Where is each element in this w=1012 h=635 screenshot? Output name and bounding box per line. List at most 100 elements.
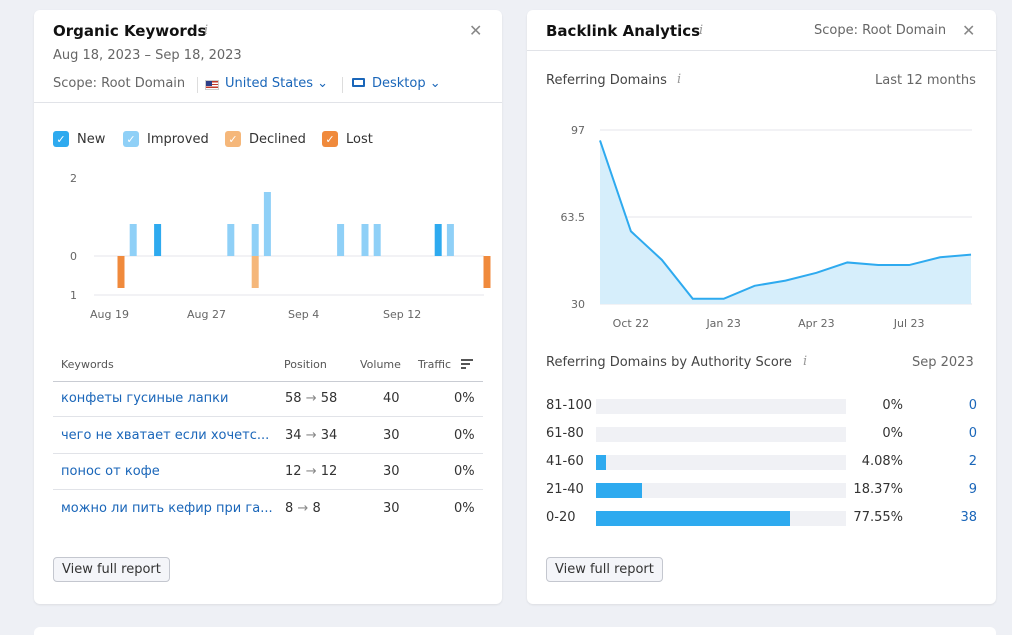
legend-lost[interactable]: ✓ Lost [322, 131, 373, 147]
arrow-right-icon: → [305, 427, 317, 443]
authority-row: 0-20 77.55% 38 [527, 510, 996, 530]
bar-new[interactable] [434, 224, 442, 256]
info-icon[interactable]: i [699, 23, 704, 38]
legend-declined[interactable]: ✓ Declined [225, 131, 306, 147]
traffic-value: 0% [454, 500, 475, 516]
separator [197, 77, 198, 93]
authority-period: Sep 2023 [912, 355, 974, 370]
info-icon[interactable]: i [204, 23, 209, 38]
card-title: Organic Keywords [53, 22, 207, 40]
arrow-right-icon: → [297, 500, 309, 516]
divider [527, 50, 996, 51]
position-to: 8 [312, 500, 321, 516]
bar-declined[interactable] [251, 256, 259, 288]
next-card-edge [34, 627, 996, 635]
bar-improved[interactable] [373, 224, 381, 256]
bar-new[interactable] [154, 224, 162, 256]
authority-row: 81-100 0% 0 [527, 398, 996, 418]
scope-label: Scope: Root Domain [814, 23, 947, 38]
bar-improved[interactable] [263, 192, 271, 256]
position-change: 34 → 34 [285, 428, 337, 443]
legend-label: Declined [249, 131, 306, 147]
volume-value: 40 [383, 391, 400, 406]
checkbox-icon: ✓ [225, 131, 241, 147]
view-full-report-button[interactable]: View full report [546, 557, 663, 582]
col-volume[interactable]: Volume [360, 358, 401, 371]
bar-improved[interactable] [446, 224, 454, 256]
info-icon[interactable]: i [677, 72, 682, 87]
count-link[interactable]: 0 [968, 398, 977, 413]
bar-track [596, 427, 846, 442]
x-tick-label: Oct 22 [613, 317, 650, 330]
bar-improved[interactable] [337, 224, 345, 256]
row-divider [53, 452, 483, 454]
keyword-link[interactable]: чего не хватает если хочетс... [61, 427, 270, 443]
position-to: 12 [320, 464, 338, 479]
country-selector[interactable]: United States ⌄ [225, 76, 328, 91]
info-icon[interactable]: i [803, 354, 808, 369]
arrow-right-icon: → [305, 391, 317, 406]
keyword-changes-chart: 2 0 1 Aug 19 Aug 27 Sep 4 Sep 12 [70, 172, 491, 321]
table-row: конфеты гусиные лапки 58 → 58 40 0% [53, 390, 483, 426]
position-from: 8 [285, 500, 294, 516]
position-from: 58 [285, 391, 302, 406]
keyword-link[interactable]: понос от кофе [61, 464, 160, 479]
y-tick-label: 30 [571, 298, 585, 311]
count-link[interactable]: 9 [968, 482, 977, 497]
legend-label: Lost [346, 131, 373, 147]
count-link[interactable]: 38 [960, 510, 977, 525]
table-row: можно ли пить кефир при га... 8 → 8 30 0… [53, 500, 483, 536]
checkbox-icon: ✓ [53, 131, 69, 147]
referring-domains-chart: 30 63.5 97 Oct 22 Jan 23 Apr 23 Jul 23 [561, 124, 972, 330]
organic-keywords-card: Organic Keywords i ✕ Aug 18, 2023 – Sep … [34, 10, 502, 604]
sort-icon[interactable] [461, 359, 473, 369]
chevron-down-icon: ⌄ [317, 76, 329, 91]
bar-improved[interactable] [361, 224, 369, 256]
position-to: 58 [320, 391, 338, 406]
count-link[interactable]: 0 [968, 426, 977, 441]
legend-improved[interactable]: ✓ Improved [123, 131, 209, 147]
device-selector[interactable]: Desktop ⌄ [372, 76, 441, 91]
chevron-down-icon: ⌄ [429, 76, 441, 91]
x-tick-label: Apr 23 [798, 317, 835, 330]
volume-value: 30 [383, 500, 400, 516]
table-row: понос от кофе 12 → 12 30 0% [53, 463, 483, 499]
view-full-report-button[interactable]: View full report [53, 557, 170, 582]
bar-improved[interactable] [251, 224, 259, 256]
bucket-label: 0-20 [546, 510, 576, 525]
authority-row: 61-80 0% 0 [527, 426, 996, 446]
legend-label: New [77, 131, 106, 147]
keyword-link[interactable]: конфеты гусиные лапки [61, 391, 229, 406]
close-icon[interactable]: ✕ [469, 21, 483, 40]
y-tick-label: 1 [70, 289, 77, 302]
keyword-link[interactable]: можно ли пить кефир при га... [61, 500, 273, 516]
checkbox-icon: ✓ [322, 131, 338, 147]
us-flag-icon [205, 80, 219, 90]
bar-track [596, 483, 846, 498]
x-tick-label: Aug 27 [187, 308, 226, 321]
traffic-value: 0% [454, 464, 475, 479]
x-tick-label: Sep 4 [288, 308, 319, 321]
bar-improved[interactable] [129, 224, 137, 256]
close-icon[interactable]: ✕ [962, 21, 976, 40]
desktop-icon [352, 78, 365, 87]
device-label: Desktop [372, 76, 426, 91]
separator [342, 77, 343, 93]
col-traffic[interactable]: Traffic [418, 358, 452, 371]
legend-new[interactable]: ✓ New [53, 131, 105, 147]
y-tick-label: 2 [70, 172, 77, 185]
bar-lost[interactable] [483, 256, 491, 288]
bar-lost[interactable] [117, 256, 125, 288]
bucket-label: 41-60 [546, 454, 584, 469]
count-link[interactable]: 2 [968, 454, 977, 469]
bar-fill [596, 455, 606, 470]
checkbox-icon: ✓ [123, 131, 139, 147]
x-tick-label: Aug 19 [90, 308, 129, 321]
bar-improved[interactable] [227, 224, 235, 256]
date-range: Aug 18, 2023 – Sep 18, 2023 [53, 48, 242, 63]
referring-domains-label: Referring Domains [546, 73, 667, 88]
arrow-right-icon: → [305, 464, 317, 479]
col-position[interactable]: Position [284, 358, 327, 371]
col-keywords[interactable]: Keywords [61, 358, 114, 371]
y-tick-label: 97 [571, 124, 585, 137]
